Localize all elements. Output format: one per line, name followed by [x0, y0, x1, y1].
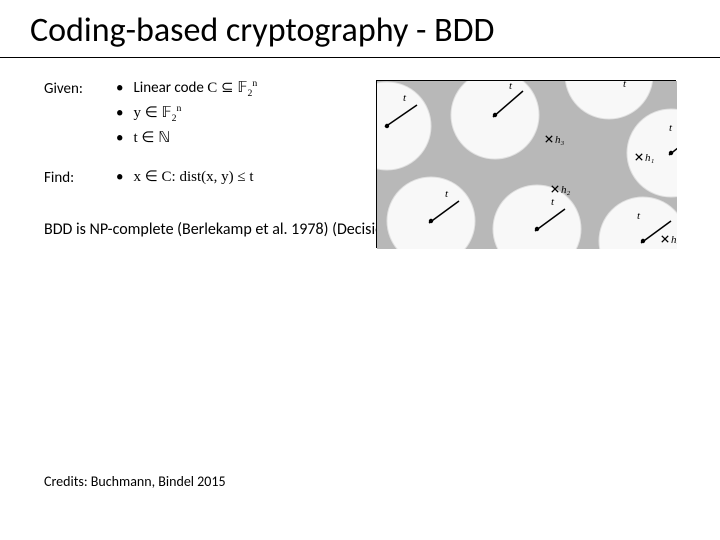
svg-text:h₁: h₁	[645, 152, 655, 164]
given-item: y ∈ 𝔽2n	[116, 103, 257, 124]
given-label: Given:	[44, 78, 116, 151]
svg-text:h₂: h₂	[561, 184, 571, 196]
svg-text:h₃: h₃	[555, 134, 565, 146]
svg-text:h₄: h₄	[671, 234, 677, 246]
given-item: Linear code C ⊆ 𝔽2n	[116, 78, 257, 99]
find-item: x ∈ C: dist(x, y) ≤ t	[116, 167, 254, 186]
bdd-diagram-svg: ttttttth₃h₁h₂h₄	[377, 81, 677, 249]
page-title: Coding-based cryptography - BDD	[30, 10, 690, 51]
credits-text: Credits: Buchmann, Bindel 2015	[44, 473, 226, 490]
slide: Coding-based cryptography - BDD Given: L…	[0, 0, 720, 540]
bdd-figure: ttttttth₃h₁h₂h₄	[376, 80, 676, 248]
title-container: Coding-based cryptography - BDD	[0, 0, 720, 58]
find-label: Find:	[44, 167, 116, 190]
find-list: x ∈ C: dist(x, y) ≤ t	[116, 167, 254, 190]
given-list: Linear code C ⊆ 𝔽2n y ∈ 𝔽2n t ∈ ℕ	[116, 78, 257, 151]
given-item: t ∈ ℕ	[116, 128, 257, 147]
